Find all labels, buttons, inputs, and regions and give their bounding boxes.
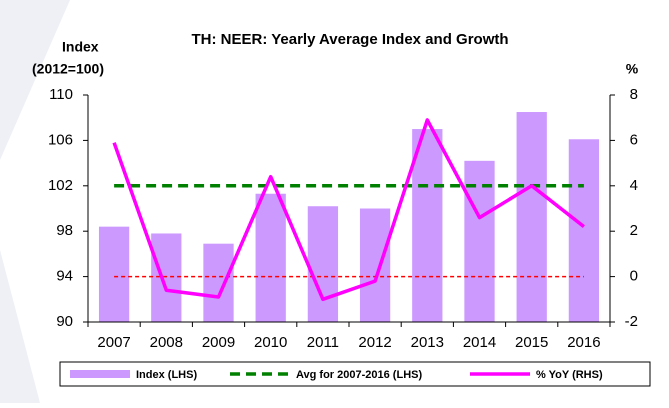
x-tick-label: 2016	[567, 334, 600, 351]
chart-title: TH: NEER: Yearly Average Index and Growt…	[191, 31, 508, 48]
y-tick-label: 106	[48, 131, 73, 148]
y-tick-label: 98	[56, 222, 73, 239]
y-tick-label: 94	[56, 268, 73, 285]
y2-tick-label: 4	[630, 177, 638, 194]
bar	[255, 193, 286, 322]
bar	[568, 139, 600, 322]
decoration	[0, 0, 70, 160]
y-tick-label: 90	[56, 313, 73, 330]
bar	[307, 206, 339, 322]
bar	[203, 243, 234, 322]
legend-label: Index (LHS)	[136, 369, 197, 381]
x-tick-label: 2008	[150, 334, 183, 351]
legend-label: Avg for 2007-2016 (LHS)	[296, 369, 422, 381]
x-tick-label: 2012	[358, 334, 391, 351]
y2-tick-label: -2	[625, 313, 638, 330]
x-tick-label: 2009	[202, 334, 235, 351]
y2-tick-label: 8	[630, 86, 638, 103]
bar	[464, 160, 495, 322]
x-tick-label: 2015	[515, 334, 548, 351]
y-axis-label: Index	[62, 39, 99, 55]
x-tick-label: 2011	[307, 334, 339, 351]
y-tick-label: 102	[48, 177, 73, 194]
y2-tick-label: 6	[630, 131, 638, 148]
bar	[359, 208, 391, 322]
decoration	[0, 250, 40, 403]
bar	[516, 112, 547, 323]
legend-swatch	[70, 370, 130, 378]
y-tick-label: 110	[49, 86, 73, 103]
bar	[412, 129, 443, 322]
bar	[98, 226, 130, 322]
x-tick-label: 2010	[254, 334, 287, 351]
x-tick-label: 2013	[411, 334, 444, 351]
line-series	[112, 118, 585, 302]
legend-label: % YoY (RHS)	[536, 369, 603, 381]
legend	[59, 361, 651, 387]
x-tick-label: 2014	[463, 334, 496, 351]
y2-axis-label: %	[626, 61, 639, 77]
y-axis-label: (2012=100)	[32, 61, 104, 77]
bar	[151, 233, 182, 322]
y2-tick-label: 0	[630, 268, 638, 285]
x-tick-label: 2007	[97, 334, 130, 351]
y2-tick-label: 2	[630, 222, 638, 239]
